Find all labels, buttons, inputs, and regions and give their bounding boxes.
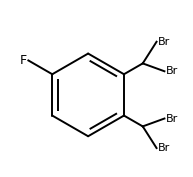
- Text: Br: Br: [165, 113, 178, 124]
- Text: Br: Br: [157, 143, 170, 153]
- Text: F: F: [19, 54, 26, 67]
- Text: Br: Br: [165, 66, 178, 76]
- Text: Br: Br: [157, 37, 170, 47]
